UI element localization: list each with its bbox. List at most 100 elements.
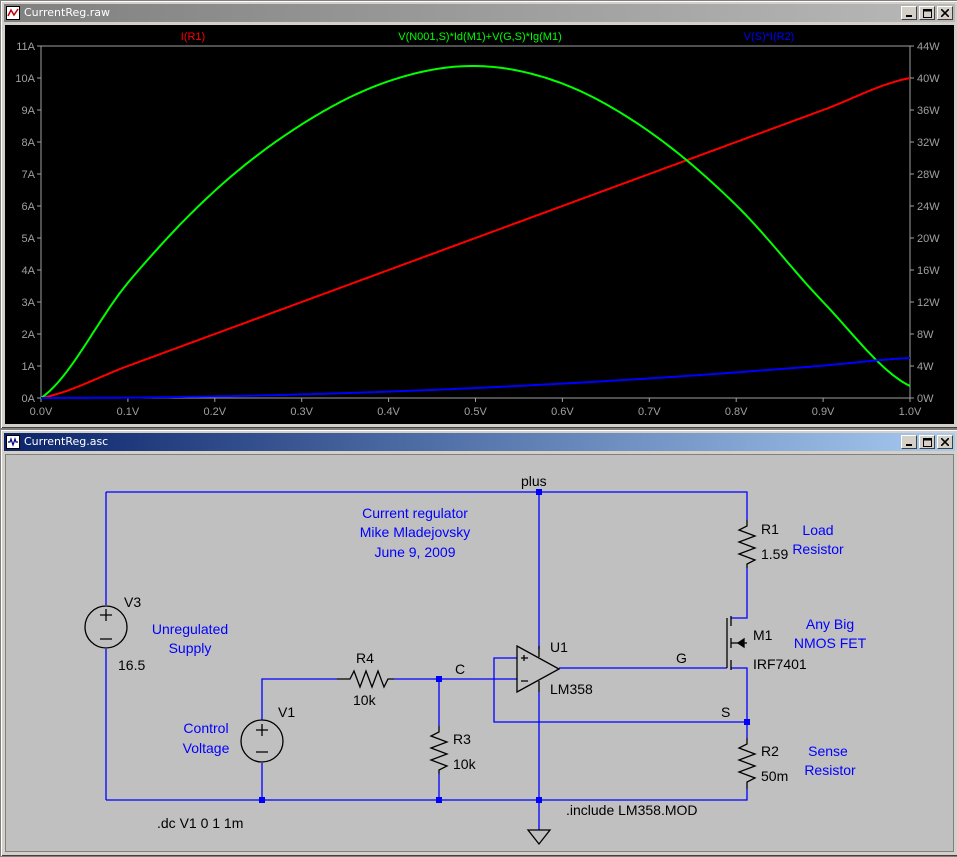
- wire-feedback[interactable]: [493, 657, 747, 723]
- junction: [536, 797, 542, 803]
- minimize-button[interactable]: [901, 6, 917, 20]
- x-tick-label: 0.7V: [638, 406, 661, 418]
- y-right-tick-label: 16W: [917, 265, 940, 277]
- u1-value: LM358: [550, 681, 593, 697]
- u1-ref: U1: [550, 639, 568, 655]
- v1-voltage-source[interactable]: [240, 719, 284, 763]
- include-directive[interactable]: .include LM358.MOD: [566, 802, 698, 818]
- v3-voltage-source[interactable]: [84, 605, 128, 649]
- y-left-tick-label: 9A: [22, 105, 36, 117]
- r1-description: Load: [802, 522, 833, 538]
- r1-ref: R1: [761, 521, 779, 537]
- wire-r1-m1[interactable]: [731, 568, 748, 619]
- trace-label: I(R1): [181, 31, 205, 43]
- x-tick-label: 0.0V: [30, 406, 53, 418]
- r3-resistor[interactable]: [429, 726, 449, 774]
- x-tick-label: 0.6V: [551, 406, 574, 418]
- dc-directive[interactable]: .dc V1 0 1 1m: [157, 815, 243, 831]
- y-left-tick-label: 4A: [22, 265, 36, 277]
- wire-m1-s[interactable]: [731, 667, 748, 738]
- r4-value: 10k: [353, 692, 377, 708]
- y-left-tick-label: 6A: [22, 201, 36, 213]
- wire-v1-top[interactable]: [261, 678, 337, 720]
- minimize-button[interactable]: [901, 435, 917, 449]
- r1-description: Resistor: [792, 541, 844, 557]
- close-button[interactable]: [937, 435, 953, 449]
- minimize-icon: [906, 15, 912, 17]
- r2-resistor[interactable]: [737, 738, 757, 789]
- x-tick-label: 0.3V: [290, 406, 313, 418]
- m1-nmos-transistor[interactable]: [726, 616, 747, 670]
- waveform-icon: [6, 6, 20, 20]
- y-right-tick-label: 4W: [917, 361, 934, 373]
- x-tick-label: 0.5V: [464, 406, 487, 418]
- v3-description: Supply: [169, 640, 212, 656]
- x-tick-label: 0.2V: [203, 406, 226, 418]
- y-right-tick-label: 0W: [917, 393, 934, 405]
- junction: [436, 676, 442, 682]
- maximize-button[interactable]: [919, 435, 935, 449]
- y-left-tick-label: 0A: [22, 393, 36, 405]
- trace-line: [40, 77, 911, 399]
- r1-resistor[interactable]: [737, 520, 757, 568]
- wire-ground-rail[interactable]: [106, 789, 748, 801]
- r4-resistor[interactable]: [337, 669, 394, 689]
- plot-window-title: CurrentReg.raw: [24, 6, 110, 19]
- net-label-s: S: [721, 704, 730, 720]
- close-icon: [941, 9, 949, 17]
- trace-line: [40, 65, 911, 399]
- trace-label: V(S)*I(R2): [744, 31, 795, 43]
- schematic-window-title: CurrentReg.asc: [24, 435, 109, 448]
- y-right-tick-label: 28W: [917, 169, 940, 181]
- trace-label: V(N001,S)*Id(M1)+V(G,S)*Ig(M1): [398, 31, 562, 43]
- schematic-title-bar[interactable]: CurrentReg.asc: [4, 433, 955, 451]
- r2-value: 50m: [761, 768, 788, 784]
- y-left-tick-label: 7A: [22, 169, 36, 181]
- y-left-tick-label: 3A: [22, 297, 36, 309]
- m1-value: IRF7401: [753, 656, 807, 672]
- x-tick-label: 0.9V: [812, 406, 835, 418]
- v1-ref: V1: [278, 704, 295, 720]
- r3-ref: R3: [453, 731, 471, 747]
- v1-description: Control: [183, 720, 228, 736]
- maximize-button[interactable]: [919, 6, 935, 20]
- close-button[interactable]: [937, 6, 953, 20]
- u1-opamp[interactable]: [516, 644, 561, 694]
- y-right-tick-label: 40W: [917, 73, 940, 85]
- v3-description: Unregulated: [152, 621, 228, 637]
- junction: [536, 489, 542, 495]
- v3-value: 16.5: [118, 657, 145, 673]
- wire-plus-rail[interactable]: [106, 491, 748, 520]
- x-tick-label: 0.4V: [377, 406, 400, 418]
- minimize-icon: [906, 444, 912, 446]
- r3-value: 10k: [453, 756, 477, 772]
- y-right-tick-label: 24W: [917, 201, 940, 213]
- y-right-tick-label: 20W: [917, 233, 940, 245]
- v1-description: Voltage: [183, 740, 230, 756]
- r2-description: Resistor: [804, 762, 856, 778]
- x-tick-label: 1.0V: [899, 406, 922, 418]
- r2-ref: R2: [761, 743, 779, 759]
- y-left-tick-label: 5A: [22, 233, 36, 245]
- net-label-plus: plus: [521, 473, 547, 489]
- plot-area[interactable]: 0.0V 0.1V 0.2V 0.3V 0.4V 0.5V 0.6V 0.7V 0.8V 0.9V…: [5, 25, 954, 424]
- y-right-tick-label: 12W: [917, 297, 940, 309]
- v3-ref: V3: [124, 594, 141, 610]
- junction: [744, 719, 750, 725]
- y-left-tick-label: 2A: [22, 329, 36, 341]
- m1-description: NMOS FET: [794, 635, 867, 651]
- schematic-window: CurrentReg.asc: [0, 429, 957, 857]
- y-left-tick-label: 8A: [22, 137, 36, 149]
- ground-symbol: [526, 829, 552, 846]
- plot-title-bar[interactable]: CurrentReg.raw: [4, 4, 955, 22]
- schematic-canvas[interactable]: plus C G S V3 16.5 V1 R4 10k R3 10k R1 1…: [5, 454, 954, 852]
- plot-window: CurrentReg.raw 0.0V 0.1V 0.2V 0.3V 0.4V 0.5V 0…: [0, 0, 957, 429]
- schematic-drawing[interactable]: plus C G S V3 16.5 V1 R4 10k R3 10k R1 1…: [6, 455, 953, 851]
- waveform-plot[interactable]: 0.0V 0.1V 0.2V 0.3V 0.4V 0.5V 0.6V 0.7V 0.8V 0.9V…: [5, 25, 954, 424]
- y-left-tick-label: 11A: [16, 41, 35, 53]
- r1-value: 1.59: [761, 546, 788, 562]
- y-right-tick-label: 32W: [917, 137, 940, 149]
- junction: [436, 797, 442, 803]
- net-label-c: C: [455, 661, 465, 677]
- net-label-g: G: [676, 650, 687, 666]
